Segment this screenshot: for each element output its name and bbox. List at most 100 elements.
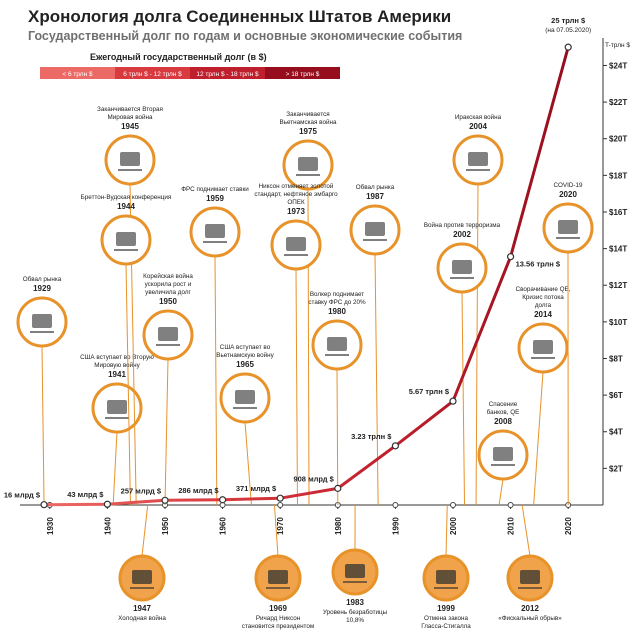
event-text: Мировую войну bbox=[94, 361, 140, 369]
event-text: Заканчивается Вторая bbox=[97, 106, 163, 113]
data-point bbox=[334, 484, 342, 492]
event-icon bbox=[268, 570, 288, 584]
y-tick-label: $16T bbox=[609, 208, 627, 217]
x-tick-label: 2010 bbox=[507, 517, 516, 535]
event-year: 2004 bbox=[469, 122, 487, 131]
legend-swatch bbox=[40, 67, 115, 79]
event-text: ФРС поднимает ставки bbox=[181, 186, 249, 193]
x-tick-label: 1970 bbox=[276, 517, 285, 535]
event-text: Волкер поднимает bbox=[310, 291, 364, 298]
y-tick-label: $22T bbox=[609, 98, 627, 107]
event-connector bbox=[164, 358, 169, 506]
data-point bbox=[276, 494, 284, 502]
event-icon bbox=[558, 220, 578, 234]
event-text: Заканчивается bbox=[286, 111, 329, 118]
value-label: 286 млрд $ bbox=[178, 486, 219, 495]
legend-label: < 6 трлн $ bbox=[62, 71, 93, 78]
event-connector bbox=[461, 291, 466, 506]
legend-title: Ежегодный государственный долг (в $) bbox=[90, 52, 267, 62]
event-connector bbox=[273, 504, 279, 557]
event-icon bbox=[286, 237, 306, 251]
event-text: США вступает во bbox=[220, 344, 271, 351]
event-year: 1975 bbox=[299, 127, 317, 136]
legend-swatch bbox=[190, 67, 265, 79]
event-year: 1973 bbox=[287, 207, 305, 216]
event-year: 2020 bbox=[559, 190, 577, 199]
event-text: Спасение bbox=[489, 401, 518, 408]
data-point bbox=[449, 397, 457, 405]
event-text: Вьетнамская война bbox=[280, 118, 337, 126]
y-tick-label: $24T bbox=[609, 61, 627, 70]
event-text: Сворачивание QE, bbox=[516, 286, 571, 293]
event-connector bbox=[533, 371, 544, 506]
value-label: 25 трлн $ bbox=[551, 16, 586, 25]
event-text: COVID-19 bbox=[553, 182, 583, 189]
event-year: 1944 bbox=[117, 202, 135, 211]
y-tick-label: $6T bbox=[609, 391, 623, 400]
data-point bbox=[507, 253, 515, 261]
event-text: ускорила рост и bbox=[145, 281, 192, 288]
event-text: увеличила долг bbox=[145, 289, 191, 296]
event-connector bbox=[141, 504, 149, 557]
legend-label: > 18 трлн $ bbox=[286, 71, 320, 78]
event-year: 1941 bbox=[108, 370, 126, 379]
event-icon bbox=[345, 564, 365, 578]
event-connector bbox=[125, 263, 131, 506]
event-year: 1950 bbox=[159, 297, 177, 306]
y-tick-label: $8T bbox=[609, 354, 623, 363]
event-text: Никсон отменяет золотой bbox=[259, 182, 334, 190]
event-connector bbox=[295, 268, 298, 506]
x-tick-label: 1990 bbox=[391, 517, 400, 535]
event-year: 1999 bbox=[437, 604, 455, 613]
event-year: 2014 bbox=[534, 310, 552, 319]
event-year: 1969 bbox=[269, 604, 287, 613]
debt-line bbox=[44, 46, 570, 507]
event-text: банков, QE bbox=[487, 408, 520, 416]
event-connector bbox=[214, 255, 218, 506]
x-tick-dot bbox=[507, 502, 514, 508]
event-connector bbox=[244, 421, 252, 506]
data-point bbox=[219, 496, 227, 504]
event-year: 1947 bbox=[133, 604, 151, 613]
event-year: 1929 bbox=[33, 284, 51, 293]
event-text: Гласса-Стигалла bbox=[421, 623, 471, 630]
event-icon bbox=[468, 152, 488, 166]
y-tick-label: $12T bbox=[609, 281, 627, 290]
value-note: (на 07.05.2020) bbox=[545, 27, 591, 34]
data-point bbox=[391, 442, 399, 450]
event-text: долга bbox=[535, 302, 552, 309]
value-label: 257 млрд $ bbox=[121, 486, 162, 495]
x-tick-label: 2020 bbox=[564, 517, 573, 535]
data-point bbox=[103, 500, 112, 508]
event-icon bbox=[205, 224, 225, 238]
y-tick-label: $10T bbox=[609, 318, 627, 327]
value-label: 16 млрд $ bbox=[4, 491, 41, 500]
event-icon bbox=[32, 314, 52, 328]
event-text: Обвал рынка bbox=[356, 183, 395, 191]
y-unit-label: T-трлн $ bbox=[605, 42, 630, 49]
legend-label: 12 трлн $ - 18 трлн $ bbox=[196, 71, 259, 78]
x-tick-label: 1960 bbox=[219, 517, 228, 535]
y-tick-label: $14T bbox=[609, 245, 627, 254]
event-text: Уровень безработицы bbox=[323, 608, 388, 616]
event-text: Война против терроризма bbox=[424, 221, 501, 229]
y-tick-label: $18T bbox=[609, 171, 627, 180]
event-text: «Фискальный обрыв» bbox=[498, 614, 562, 622]
event-text: Ричард Никсон bbox=[256, 615, 301, 622]
event-connector bbox=[41, 345, 45, 506]
event-connector bbox=[445, 504, 448, 557]
event-year: 1980 bbox=[328, 307, 346, 316]
y-tick-label: $20T bbox=[609, 135, 627, 144]
event-text: 10,8% bbox=[346, 617, 364, 624]
event-text: Корейская война bbox=[143, 272, 193, 280]
event-text: Иракская война bbox=[455, 113, 502, 121]
event-icon bbox=[132, 570, 152, 584]
event-text: ОПЕК bbox=[287, 199, 305, 206]
event-year: 1945 bbox=[121, 122, 139, 131]
value-label: 13.56 трлн $ bbox=[516, 260, 561, 269]
value-label: 3.23 трлн $ bbox=[351, 432, 392, 441]
event-text: США вступает во Вторую bbox=[80, 354, 154, 361]
event-icon bbox=[298, 157, 318, 171]
event-text: Мировая война bbox=[108, 113, 153, 121]
event-icon bbox=[107, 400, 127, 414]
